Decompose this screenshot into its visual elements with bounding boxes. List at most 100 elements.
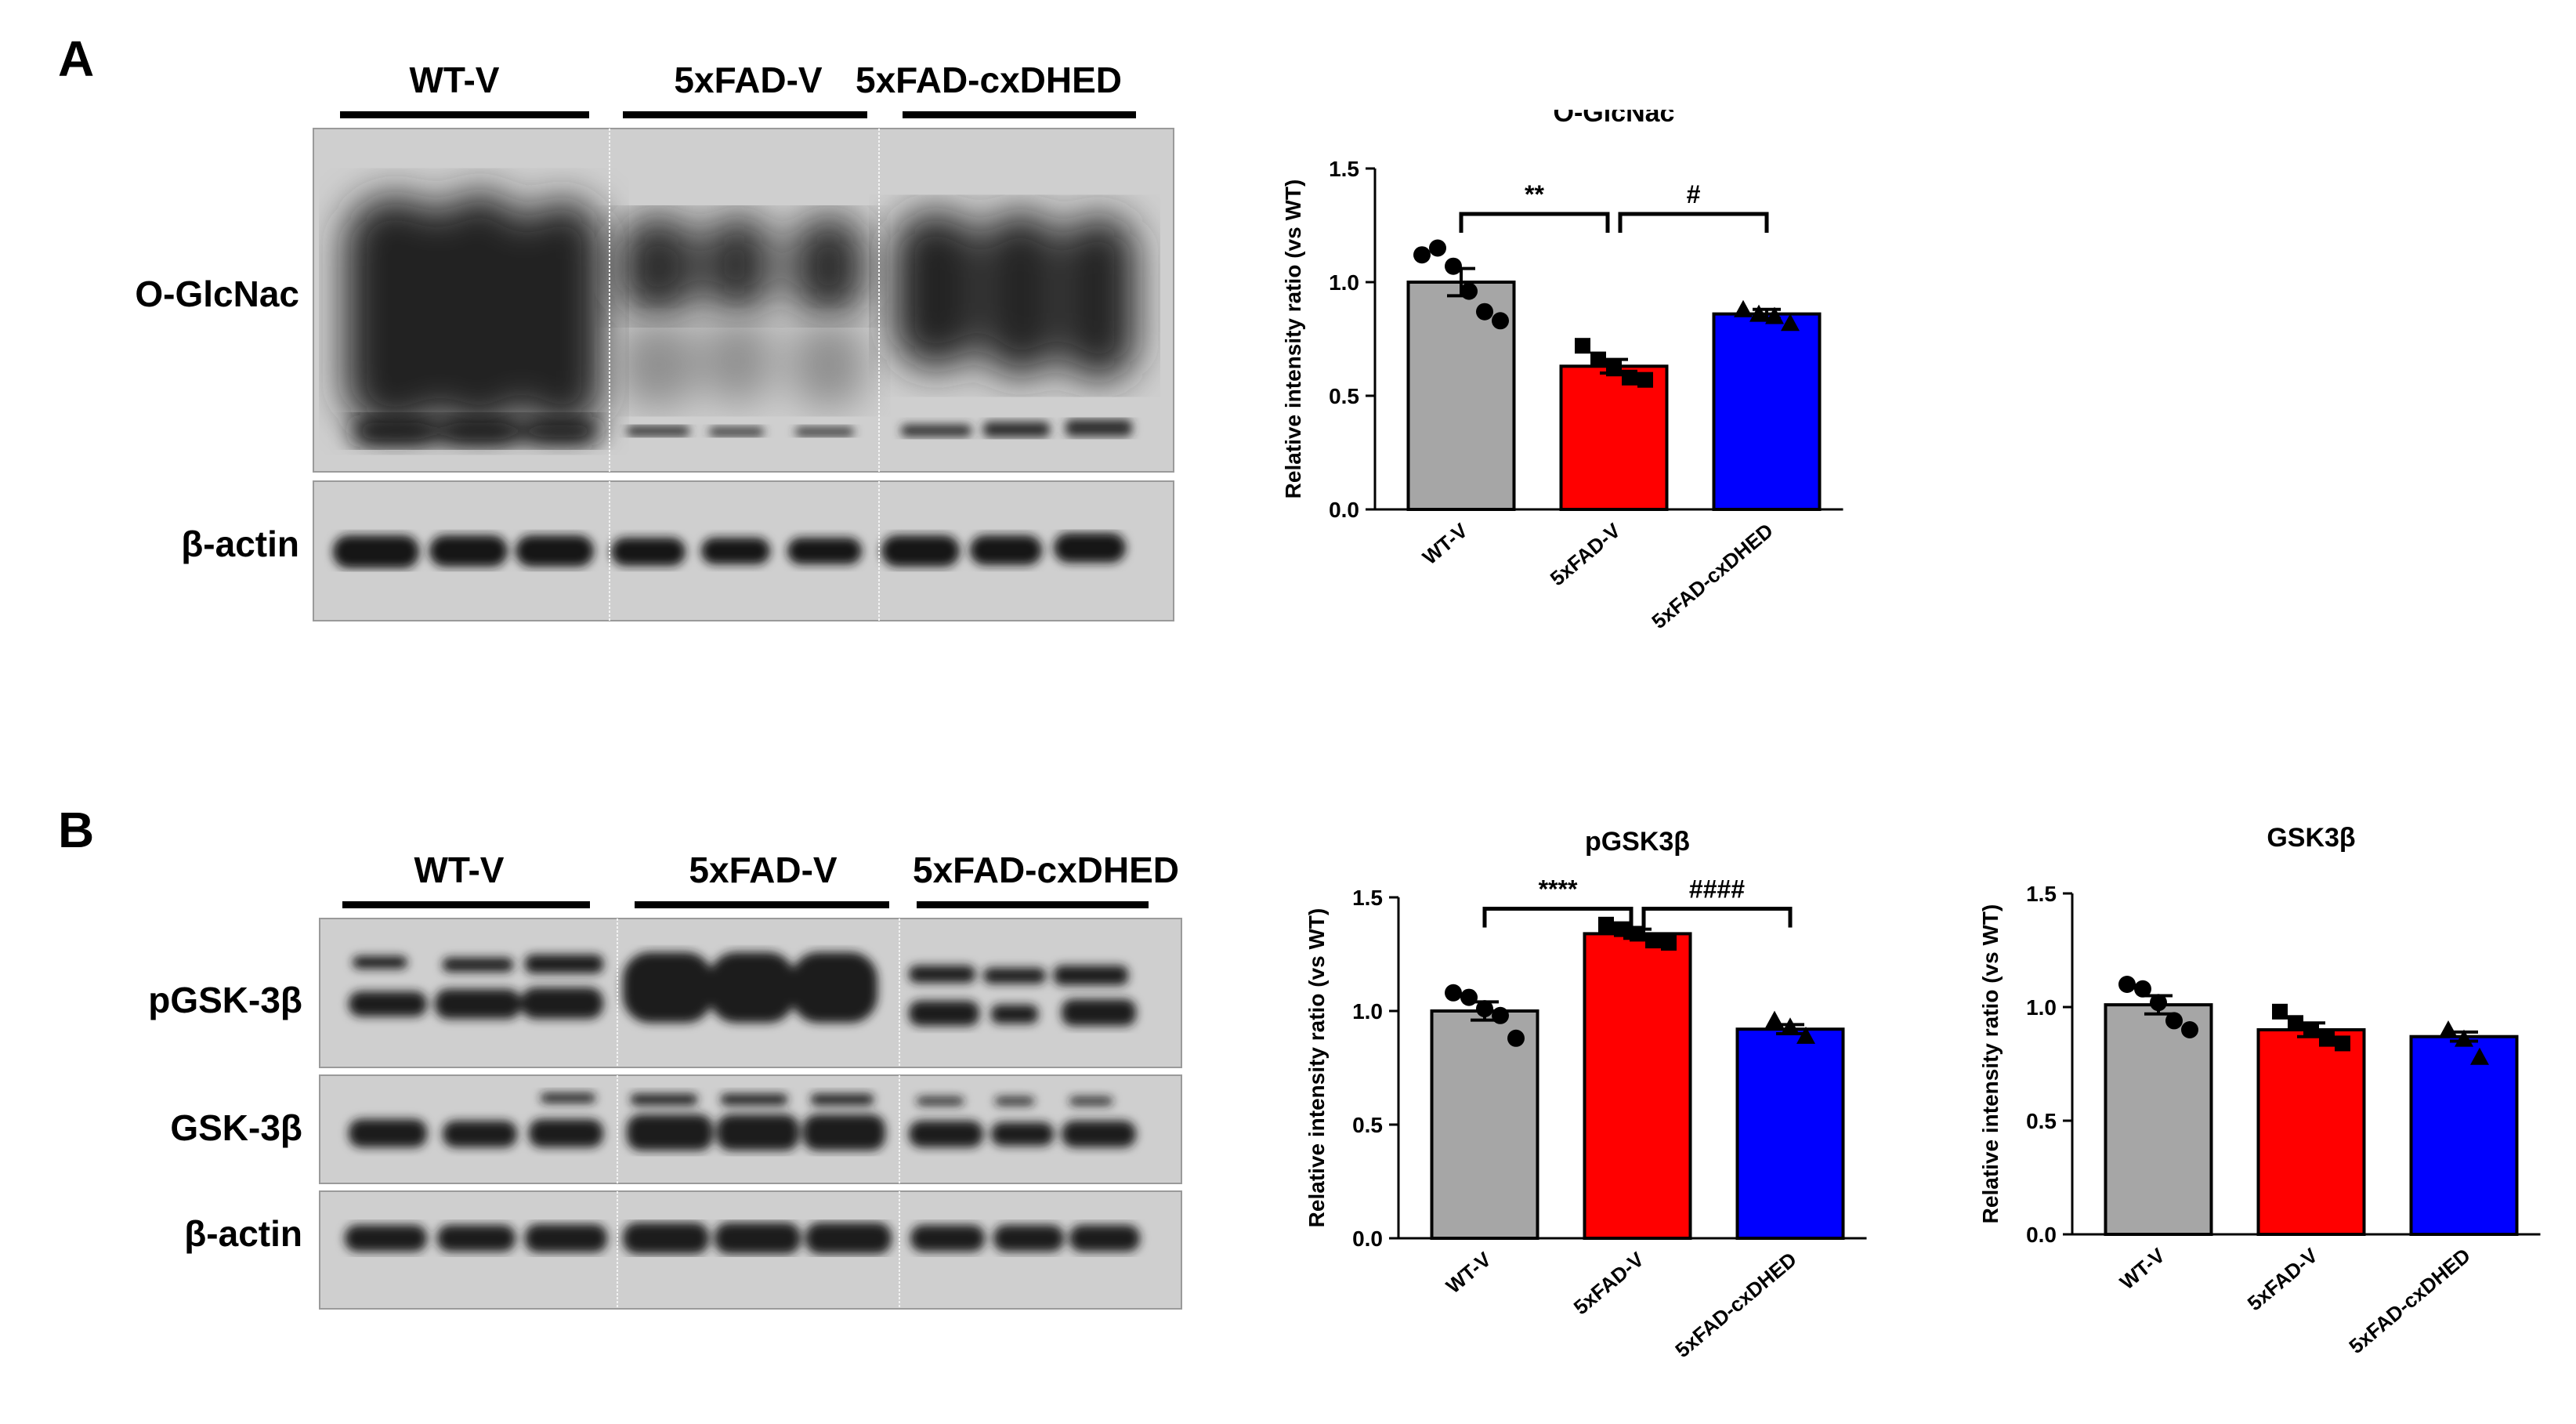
bar-chart-gsk3b: GSK3β 0.0 0.5 1.0 1.5 Relative intensity rati… [1978,823,2541,1359]
data-point [2272,1003,2288,1020]
data-point [1734,299,1753,317]
x-tick-label: 5xFAD-V [1569,1247,1649,1319]
bar-5xfad-v [1559,364,1669,511]
data-point [2118,976,2136,993]
data-point [1445,984,1462,1002]
data-point [2288,1015,2303,1031]
panel-a-blot: WT-V 5xFAD-V 5xFAD-cxDHED O-GlcNac β-act… [135,60,1174,621]
y-tick-label: 0.0 [1329,498,1359,522]
data-point [1575,338,1590,354]
data-point [1476,303,1493,321]
significance-label: ** [1525,180,1544,208]
data-point [1507,1029,1525,1047]
data-point [1429,239,1446,257]
x-tick-label: 5xFAD-cxDHED [1670,1248,1800,1363]
data-point [1796,1026,1815,1044]
panel-a-letter: A [58,31,95,87]
data-point [2455,1029,2473,1047]
x-tick-label: 5xFAD-V [1546,518,1626,590]
data-point [1781,1017,1800,1035]
blot-actin-a [313,480,1174,621]
data-point [1765,306,1784,324]
data-point [1460,282,1478,300]
data-point [2165,1012,2183,1030]
bar-chart-pgsk3b: pGSK3β 0.0 0.5 1.0 1.5 Relative intensity rat… [1304,827,1867,1363]
data-point [2439,1020,2458,1038]
data-point [1630,926,1645,942]
group-label-5xfad: 5xFAD-V [689,850,837,890]
data-point [1598,916,1614,933]
blot-gsk3b [319,1074,1182,1184]
data-point [1781,313,1800,332]
data-point [2181,1021,2198,1038]
data-point [2134,980,2151,998]
y-tick-label: 0.5 [1352,1113,1383,1137]
group-label-cxdhed: 5xFAD-cxDHED [913,850,1179,890]
x-tick-label: 5xFAD-cxDHED [1647,519,1777,634]
data-point [1661,935,1677,951]
group-bar-5xfad [623,111,867,118]
group-label-wt: WT-V [410,60,500,100]
group-bar-wt [340,111,589,118]
bar-chart-oglcnac: O-GlcNac 0.0 0.5 1.0 1.5 Relative intensity r… [1281,110,1843,634]
data-point [1460,988,1478,1006]
y-tick-label: 0.0 [2026,1223,2057,1247]
y-tick-label: 1.0 [1352,999,1383,1024]
data-point [1614,921,1630,937]
x-tick-label: 5xFAD-cxDHED [2344,1244,2474,1359]
group-label-cxdhed: 5xFAD-cxDHED [856,60,1122,100]
data-point [1637,371,1653,388]
row-label-oglcnac: O-GlcNac [135,274,299,314]
x-tick-label: WT-V [2115,1243,2170,1294]
data-point [1590,351,1606,368]
y-axis-label: Relative intensity ratio (vs WT) [1304,908,1329,1228]
x-tick-label: WT-V [1442,1247,1496,1298]
y-tick-label: 1.5 [1352,886,1383,910]
y-tick-label: 1.0 [2026,995,2057,1020]
data-point [1492,312,1509,330]
bar-5xfad-cxdhed [1712,312,1822,511]
group-label-5xfad: 5xFAD-V [674,60,822,100]
data-point [1445,257,1462,275]
data-point [1749,304,1768,322]
blot-oglcnac [313,128,1174,473]
data-point [2303,1022,2319,1038]
chart-title: O-GlcNac [1554,110,1675,128]
significance-bracket [1482,907,1634,928]
x-tick-label: 5xFAD-V [2243,1243,2323,1315]
data-point [1765,1010,1784,1028]
group-bar-5xfad [635,901,889,908]
panel-b-letter: B [58,802,95,858]
bar-wt-v [1430,1009,1539,1240]
blot-pgsk3b [319,918,1182,1068]
bar-5xfad-v [1583,932,1692,1240]
data-point [1492,1006,1509,1024]
group-bar-wt [342,901,590,908]
y-tick-label: 1.5 [2026,882,2057,906]
y-tick-label: 0.5 [2026,1109,2057,1133]
data-point [2319,1031,2335,1047]
y-tick-label: 1.0 [1329,270,1359,295]
row-label-gsk3b: GSK-3β [170,1107,302,1148]
y-axis-label: Relative intensity ratio (vs WT) [1978,904,2003,1224]
significance-bracket [1618,212,1769,233]
data-point [2470,1047,2489,1065]
data-point [1413,246,1431,264]
bar-5xfad-cxdhed [2409,1034,2519,1237]
y-tick-label: 0.0 [1352,1227,1383,1251]
bar-wt-v [2104,1003,2213,1236]
y-tick-label: 1.5 [1329,157,1359,181]
chart-title: pGSK3β [1585,827,1690,857]
group-bar-cxdhed [903,111,1136,118]
bar-5xfad-cxdhed [1735,1027,1845,1240]
significance-label: **** [1539,875,1578,904]
row-label-pgsk3b: pGSK-3β [148,980,302,1020]
group-label-wt: WT-V [414,850,505,890]
significance-bracket [1459,212,1610,233]
y-axis-label: Relative intensity ratio (vs WT) [1281,179,1305,499]
row-label-actin-b: β-actin [184,1213,302,1254]
blot-actin-b [319,1190,1182,1310]
y-tick-label: 0.5 [1329,384,1359,408]
row-label-actin-a: β-actin [181,524,299,564]
group-bar-cxdhed [917,901,1149,908]
